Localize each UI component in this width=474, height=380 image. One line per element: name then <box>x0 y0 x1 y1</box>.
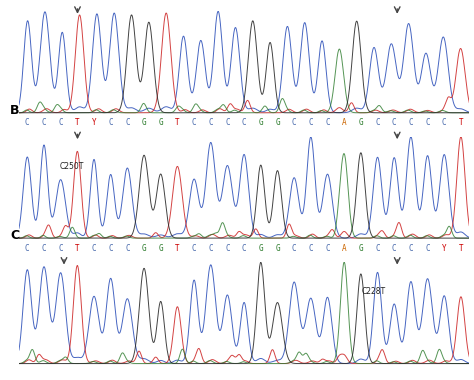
Text: C: C <box>216 0 220 2</box>
Text: C250T: C250T <box>60 162 84 171</box>
Text: C: C <box>192 119 196 127</box>
Text: G: G <box>142 244 146 253</box>
Text: T: T <box>459 119 463 127</box>
Text: C: C <box>441 0 446 2</box>
Text: C: C <box>375 119 380 127</box>
Text: C: C <box>25 244 29 253</box>
Text: C: C <box>25 0 30 2</box>
Text: T: T <box>175 119 180 127</box>
Text: C: C <box>192 244 196 253</box>
Text: T: T <box>75 244 80 253</box>
Text: C: C <box>60 0 64 2</box>
Text: C: C <box>10 229 19 242</box>
Text: C: C <box>125 119 130 127</box>
Text: C: C <box>325 119 330 127</box>
Text: G: G <box>158 244 163 253</box>
Text: G: G <box>275 119 280 127</box>
Text: C: C <box>181 0 186 2</box>
Text: C: C <box>43 0 47 2</box>
Text: C: C <box>42 244 46 253</box>
Text: C: C <box>425 119 430 127</box>
Text: C: C <box>95 0 99 2</box>
Text: T: T <box>164 0 168 2</box>
Text: C: C <box>309 119 313 127</box>
Text: Y: Y <box>442 244 447 253</box>
Text: C: C <box>309 244 313 253</box>
Text: C: C <box>109 244 113 253</box>
Text: G: G <box>250 0 255 2</box>
Text: C: C <box>292 244 296 253</box>
Text: C: C <box>372 0 376 2</box>
Text: C: C <box>199 0 203 2</box>
Text: C: C <box>409 244 413 253</box>
Text: C: C <box>320 0 324 2</box>
Text: C: C <box>285 0 290 2</box>
Text: G: G <box>355 0 359 2</box>
Text: G: G <box>142 119 146 127</box>
Text: C228T: C228T <box>361 288 385 296</box>
Text: C: C <box>242 244 246 253</box>
Text: C: C <box>58 244 63 253</box>
Text: C: C <box>25 119 29 127</box>
Text: C: C <box>302 0 307 2</box>
Text: T: T <box>75 119 80 127</box>
Text: T: T <box>459 244 463 253</box>
Text: G: G <box>358 119 363 127</box>
Text: G: G <box>258 119 263 127</box>
Text: C: C <box>42 119 46 127</box>
Text: C: C <box>392 244 397 253</box>
Text: C: C <box>112 0 117 2</box>
Text: C: C <box>409 119 413 127</box>
Text: G: G <box>268 0 273 2</box>
Text: C: C <box>442 119 447 127</box>
Text: C: C <box>242 119 246 127</box>
Text: C: C <box>109 119 113 127</box>
Text: C: C <box>225 244 230 253</box>
Text: G: G <box>358 244 363 253</box>
Text: G: G <box>258 244 263 253</box>
Text: G: G <box>129 0 134 2</box>
Text: C: C <box>233 0 238 2</box>
Text: G: G <box>275 244 280 253</box>
Text: C: C <box>425 244 430 253</box>
Text: T: T <box>175 244 180 253</box>
Text: C: C <box>406 0 411 2</box>
Text: C: C <box>375 244 380 253</box>
Text: C: C <box>392 119 397 127</box>
Text: C: C <box>125 244 130 253</box>
Text: C: C <box>325 244 330 253</box>
Text: T: T <box>458 0 463 2</box>
Text: B: B <box>10 104 19 117</box>
Text: C: C <box>292 119 296 127</box>
Text: C: C <box>225 119 230 127</box>
Text: A: A <box>342 119 346 127</box>
Text: G: G <box>158 119 163 127</box>
Text: C: C <box>58 119 63 127</box>
Text: Y: Y <box>91 119 96 127</box>
Text: A: A <box>342 244 346 253</box>
Text: C: C <box>424 0 428 2</box>
Text: C: C <box>209 244 213 253</box>
Text: G: G <box>146 0 151 2</box>
Text: C: C <box>389 0 393 2</box>
Text: A: A <box>337 0 342 2</box>
Text: C: C <box>91 244 96 253</box>
Text: C: C <box>209 119 213 127</box>
Text: T: T <box>77 0 82 2</box>
